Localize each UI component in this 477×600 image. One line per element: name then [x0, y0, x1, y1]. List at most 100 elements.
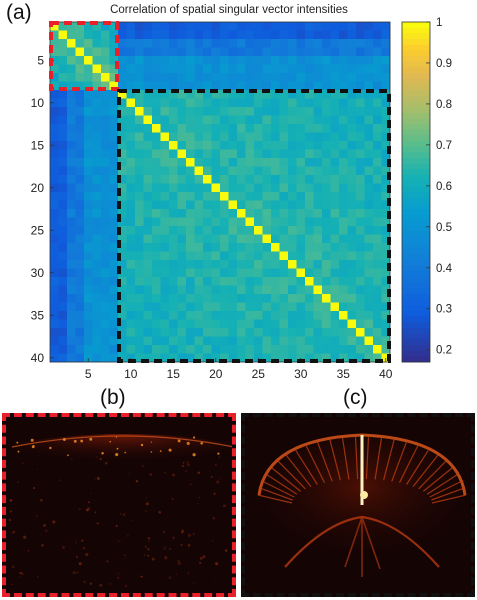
heatmap-cell — [347, 90, 357, 99]
heatmap-cell — [160, 345, 170, 354]
cortical-vessel — [258, 487, 293, 501]
heatmap-cell — [356, 166, 365, 176]
heatmap-cell — [322, 345, 331, 354]
heatmap-cell — [228, 158, 238, 167]
heatmap-cell — [58, 268, 68, 278]
heatmap-cell — [330, 226, 340, 235]
heatmap-cell — [313, 285, 323, 295]
heatmap-cell — [381, 328, 391, 337]
heatmap-cell — [67, 149, 76, 159]
heatmap-cell — [152, 285, 161, 295]
heatmap-cell — [84, 285, 93, 295]
heatmap-cell — [254, 124, 263, 133]
heatmap-cell — [177, 234, 187, 244]
heatmap-cell — [254, 336, 263, 346]
colorbar-segment — [402, 192, 430, 199]
heatmap-cell — [364, 345, 374, 354]
heatmap-cell — [237, 183, 246, 193]
heatmap-cell — [101, 345, 110, 354]
heatmap-cell — [118, 294, 127, 303]
heatmap-cell — [50, 285, 59, 295]
heatmap-cell — [152, 81, 161, 91]
speckle — [75, 555, 79, 558]
heatmap-cell — [296, 183, 306, 193]
heatmap-cell — [135, 217, 144, 227]
heatmap-cell — [262, 64, 272, 74]
heatmap-cell — [271, 183, 280, 193]
heatmap-cell — [169, 90, 178, 99]
heatmap-cell — [313, 166, 323, 176]
heatmap-cell — [288, 234, 297, 244]
heatmap-cell — [228, 30, 238, 40]
heatmap-cell — [330, 30, 340, 40]
heatmap-cell — [347, 209, 357, 218]
heatmap-cell — [347, 22, 357, 31]
heatmap-cell — [143, 260, 153, 269]
heatmap-cell — [135, 234, 144, 244]
heatmap-cell — [92, 81, 102, 91]
heatmap-cell — [203, 39, 212, 48]
heatmap-cell — [339, 277, 348, 286]
heatmap-cell — [364, 30, 374, 40]
colorbar-segment — [402, 265, 430, 272]
heatmap-cell — [194, 319, 204, 329]
heatmap-cell — [186, 132, 195, 142]
heatmap-cell — [330, 98, 340, 108]
heatmap-cell — [245, 277, 255, 286]
cortical-vessel — [418, 460, 447, 490]
heatmap-cell — [245, 336, 255, 346]
heatmap-cell — [381, 209, 391, 218]
heatmap-cell — [169, 73, 178, 82]
heatmap-cell — [356, 319, 365, 329]
speckle — [11, 565, 15, 569]
heatmap-cell — [84, 319, 93, 329]
heatmap-cell — [220, 234, 229, 244]
heatmap-cell — [109, 294, 119, 303]
speckle — [149, 473, 152, 476]
heatmap-cell — [58, 22, 68, 31]
heatmap-cell — [330, 345, 340, 354]
heatmap-cell — [118, 353, 127, 363]
heatmap-cell — [84, 277, 93, 286]
heatmap-cell — [194, 107, 204, 116]
heatmap-cell — [228, 56, 238, 65]
speckle — [115, 436, 118, 438]
speckle — [37, 576, 39, 578]
speckle — [106, 560, 109, 563]
heatmap-cell — [58, 311, 68, 320]
heatmap-cell — [313, 268, 323, 278]
speckle — [218, 456, 221, 458]
speckle — [8, 518, 12, 522]
heatmap-cell — [347, 107, 357, 116]
heatmap-cell — [296, 294, 306, 303]
heatmap-cell — [160, 260, 170, 269]
heatmap-cell — [135, 115, 144, 125]
heatmap-cell — [313, 90, 323, 99]
heatmap-cell — [211, 73, 221, 82]
speckle — [186, 463, 190, 467]
colorbar-segment — [402, 61, 430, 68]
heatmap-cell — [339, 47, 348, 57]
heatmap-cell — [279, 132, 289, 142]
heatmap-cell — [75, 64, 85, 74]
heatmap-cell — [220, 166, 229, 176]
colorbar-segment — [402, 163, 430, 170]
speckle — [216, 480, 220, 484]
heatmap-cell — [109, 73, 119, 82]
heatmap-cell — [160, 64, 170, 74]
speckle — [181, 529, 185, 533]
colorbar-segment — [402, 277, 430, 284]
heatmap-cell — [92, 64, 102, 74]
colorbar-segment — [402, 226, 430, 233]
heatmap-cell — [279, 277, 289, 286]
heatmap-cell — [271, 64, 280, 74]
x-tick-label: 35 — [337, 367, 351, 381]
heatmap-cell — [75, 149, 85, 159]
heatmap-cell — [262, 141, 272, 150]
heatmap-cell — [109, 115, 119, 125]
heatmap-cell — [296, 234, 306, 244]
heatmap-cell — [228, 277, 238, 286]
heatmap-cell — [305, 39, 314, 48]
heatmap-cell — [288, 98, 297, 108]
heatmap-cell — [228, 226, 238, 235]
